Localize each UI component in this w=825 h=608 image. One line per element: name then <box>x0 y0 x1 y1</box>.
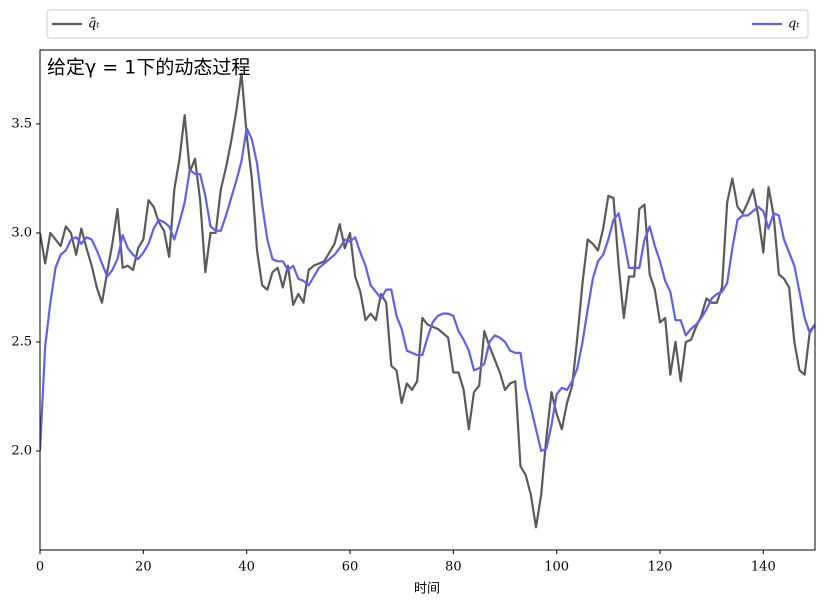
x-tick-label: 0 <box>36 560 44 575</box>
y-tick-label: 2.5 <box>11 334 32 349</box>
chart-title: 给定γ = 1下的动态过程 <box>47 57 250 79</box>
x-axis-label: 时间 <box>414 582 440 597</box>
x-tick-label: 80 <box>445 560 462 575</box>
legend-label: qₜ <box>788 17 800 32</box>
series-line <box>40 127 815 453</box>
x-tick-label: 100 <box>544 560 569 575</box>
plot-frame <box>39 49 816 551</box>
legend-label: q̄ₜ <box>88 17 100 32</box>
x-tick-label: 60 <box>342 560 359 575</box>
y-tick-label: 2.0 <box>11 444 32 459</box>
legend-box <box>46 9 809 39</box>
series-line <box>40 72 815 529</box>
x-tick-label: 140 <box>751 560 776 575</box>
x-tick-label: 40 <box>238 560 255 575</box>
plot-lines <box>40 72 815 529</box>
y-tick-label: 3.5 <box>11 116 32 131</box>
x-tick-label: 120 <box>648 560 673 575</box>
y-tick-label: 3.0 <box>11 225 32 240</box>
x-tick-label: 20 <box>135 560 152 575</box>
